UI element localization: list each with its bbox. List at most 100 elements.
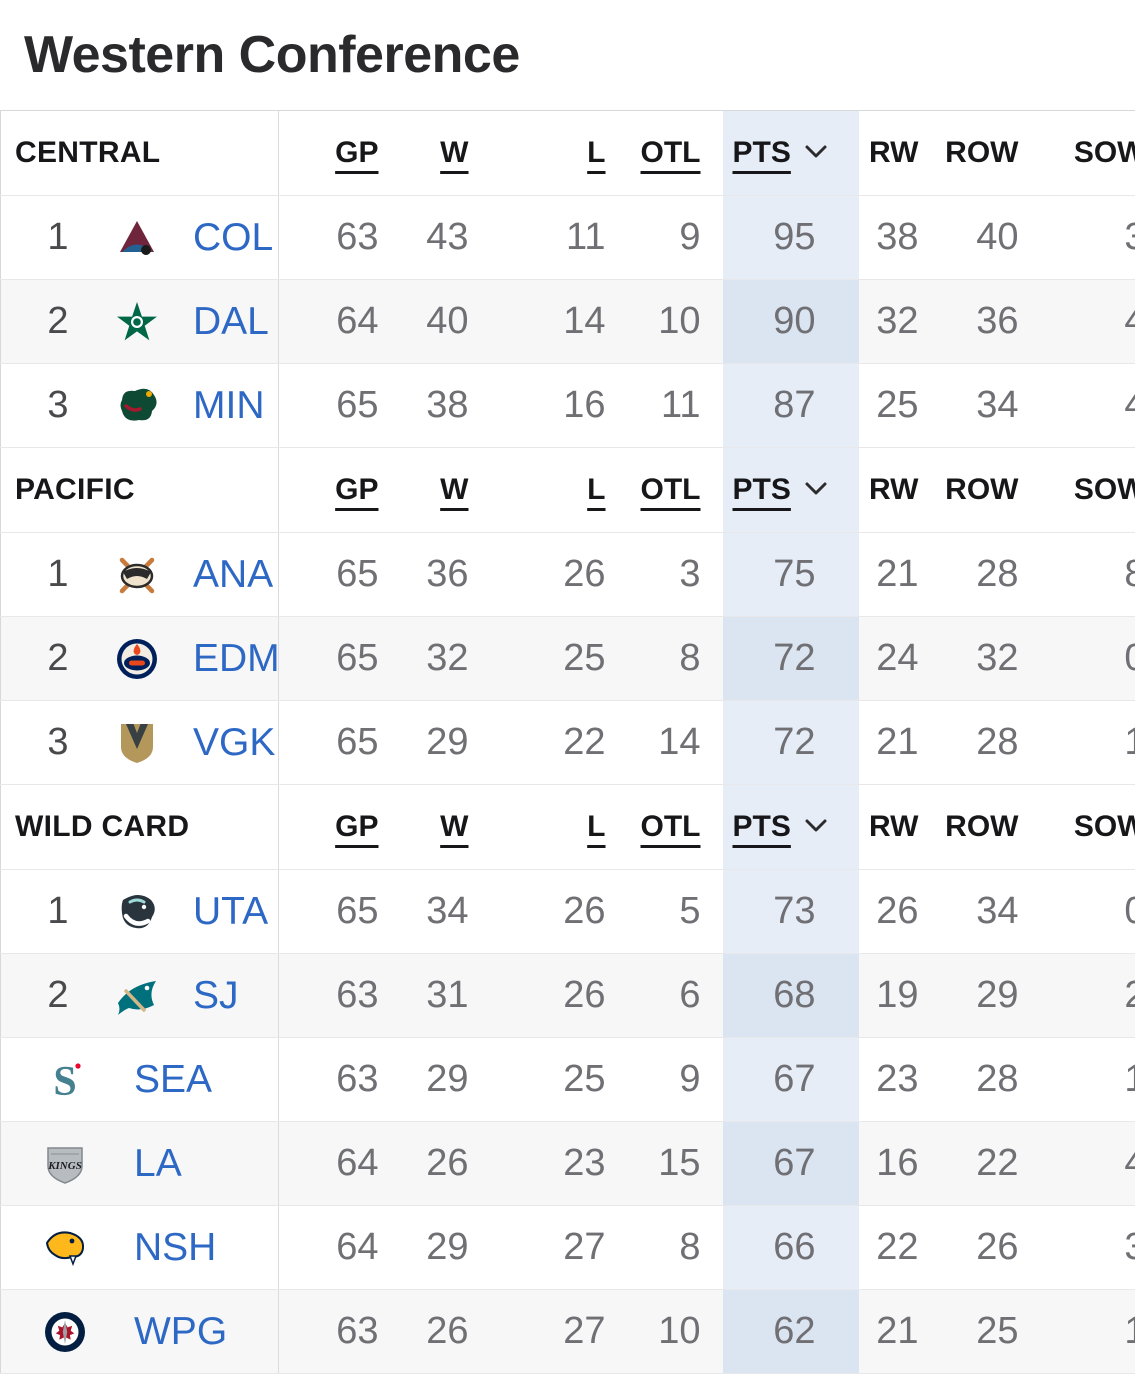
team-link-min[interactable]: MIN — [193, 384, 265, 428]
sow-value: 0 — [1031, 870, 1135, 954]
team-link-edm[interactable]: EDM — [193, 637, 280, 681]
table-row-uta[interactable]: 1 UTA 65 34 26 5 73 26 34 0 — [1, 870, 1135, 954]
gp-value: 63 — [279, 196, 391, 280]
team-cell: 1 UTA — [1, 870, 279, 954]
sort-header-pts[interactable]: PTS — [723, 448, 859, 533]
header-rw[interactable]: RW — [859, 785, 931, 870]
rw-value: 19 — [859, 954, 931, 1038]
header-row[interactable]: ROW — [931, 448, 1031, 533]
sort-header-w[interactable]: W — [391, 785, 481, 870]
sort-header-otl[interactable]: OTL — [618, 111, 723, 196]
chevron-down-icon — [805, 819, 827, 832]
w-value: 43 — [391, 196, 481, 280]
gp-value: 65 — [279, 701, 391, 785]
team-cell: 1 ANA — [1, 533, 279, 617]
pts-value: 73 — [723, 870, 859, 954]
header-row[interactable]: ROW — [931, 785, 1031, 870]
table-row-dal[interactable]: 2 DAL 64 40 14 10 90 32 36 4 — [1, 280, 1135, 364]
header-sow[interactable]: SOW — [1031, 785, 1135, 870]
svg-text:S: S — [53, 1059, 76, 1104]
table-row-col[interactable]: 1 COL 63 43 11 9 95 38 40 3 — [1, 196, 1135, 280]
sort-header-w[interactable]: W — [391, 111, 481, 196]
table-row-edm[interactable]: 2 EDM 65 32 25 8 72 24 32 0 — [1, 617, 1135, 701]
sort-header-l[interactable]: L — [481, 448, 618, 533]
sort-header-gp[interactable]: GP — [279, 111, 391, 196]
otl-value: 8 — [618, 1206, 723, 1290]
rw-value: 21 — [859, 533, 931, 617]
sort-header-w[interactable]: W — [391, 448, 481, 533]
l-value: 26 — [481, 870, 618, 954]
rw-value: 21 — [859, 701, 931, 785]
team-cell: 1 COL — [1, 196, 279, 280]
table-row-ana[interactable]: 1 ANA 65 36 26 3 75 21 28 8 — [1, 533, 1135, 617]
pts-value: 66 — [723, 1206, 859, 1290]
team-cell: 2 SJ — [1, 954, 279, 1038]
rank-number: 1 — [41, 553, 75, 596]
header-sow[interactable]: SOW — [1031, 448, 1135, 533]
table-row-sj[interactable]: 2 SJ 63 31 26 6 68 19 29 2 — [1, 954, 1135, 1038]
rank-number: 2 — [41, 974, 75, 1017]
gp-value: 65 — [279, 364, 391, 448]
header-row[interactable]: ROW — [931, 111, 1031, 196]
team-link-sea[interactable]: SEA — [134, 1058, 212, 1102]
pts-value: 62 — [723, 1290, 859, 1374]
team-cell: WPG — [1, 1290, 279, 1374]
rank-number: 3 — [41, 721, 75, 764]
sort-header-gp[interactable]: GP — [279, 448, 391, 533]
pts-value: 72 — [723, 617, 859, 701]
l-value: 25 — [481, 617, 618, 701]
otl-value: 15 — [618, 1122, 723, 1206]
sort-header-pts[interactable]: PTS — [723, 785, 859, 870]
header-rw[interactable]: RW — [859, 448, 931, 533]
table-row-vgk[interactable]: 3 VGK 65 29 22 14 72 21 28 1 — [1, 701, 1135, 785]
rank-number: 2 — [41, 300, 75, 343]
team-link-wpg[interactable]: WPG — [134, 1310, 227, 1354]
table-row-sea[interactable]: S SEA 63 29 25 9 67 23 28 1 — [1, 1038, 1135, 1122]
team-link-col[interactable]: COL — [193, 216, 273, 260]
row-value: 34 — [931, 364, 1031, 448]
team-cell: S SEA — [1, 1038, 279, 1122]
page-title: Western Conference — [24, 25, 520, 85]
table-row-la[interactable]: KINGS LA 64 26 23 15 67 16 22 4 — [1, 1122, 1135, 1206]
table-row-nsh[interactable]: NSH 64 29 27 8 66 22 26 3 — [1, 1206, 1135, 1290]
ducks-team-logo — [113, 551, 161, 599]
mammoth-team-logo — [113, 888, 161, 936]
pts-value: 67 — [723, 1122, 859, 1206]
team-link-nsh[interactable]: NSH — [134, 1226, 216, 1270]
row-value: 28 — [931, 533, 1031, 617]
l-value: 26 — [481, 533, 618, 617]
header-rw[interactable]: RW — [859, 111, 931, 196]
team-link-sj[interactable]: SJ — [193, 974, 239, 1018]
row-value: 22 — [931, 1122, 1031, 1206]
standings-table-container: CENTRAL GP W L OTL PTS RW ROW SOW 1 COL … — [0, 110, 1135, 1374]
rw-value: 32 — [859, 280, 931, 364]
sort-header-otl[interactable]: OTL — [618, 785, 723, 870]
l-value: 16 — [481, 364, 618, 448]
sort-header-otl[interactable]: OTL — [618, 448, 723, 533]
sort-header-l[interactable]: L — [481, 111, 618, 196]
team-cell: 3 VGK — [1, 701, 279, 785]
team-link-uta[interactable]: UTA — [193, 890, 268, 934]
table-row-wpg[interactable]: WPG 63 26 27 10 62 21 25 1 — [1, 1290, 1135, 1374]
header-sow[interactable]: SOW — [1031, 111, 1135, 196]
gp-value: 64 — [279, 280, 391, 364]
team-link-ana[interactable]: ANA — [193, 553, 273, 597]
predators-team-logo — [41, 1224, 89, 1272]
section-header-pacific: PACIFIC GP W L OTL PTS RW ROW SOW — [1, 448, 1135, 533]
w-value: 40 — [391, 280, 481, 364]
l-value: 22 — [481, 701, 618, 785]
rank-number: 1 — [41, 216, 75, 259]
l-value: 26 — [481, 954, 618, 1038]
team-link-la[interactable]: LA — [134, 1142, 182, 1186]
sort-header-pts[interactable]: PTS — [723, 111, 859, 196]
gp-value: 64 — [279, 1122, 391, 1206]
rw-value: 21 — [859, 1290, 931, 1374]
sort-header-gp[interactable]: GP — [279, 785, 391, 870]
team-link-vgk[interactable]: VGK — [193, 721, 275, 765]
rw-value: 16 — [859, 1122, 931, 1206]
rw-value: 25 — [859, 364, 931, 448]
sow-value: 1 — [1031, 701, 1135, 785]
sort-header-l[interactable]: L — [481, 785, 618, 870]
table-row-min[interactable]: 3 MIN 65 38 16 11 87 25 34 4 — [1, 364, 1135, 448]
team-link-dal[interactable]: DAL — [193, 300, 269, 344]
